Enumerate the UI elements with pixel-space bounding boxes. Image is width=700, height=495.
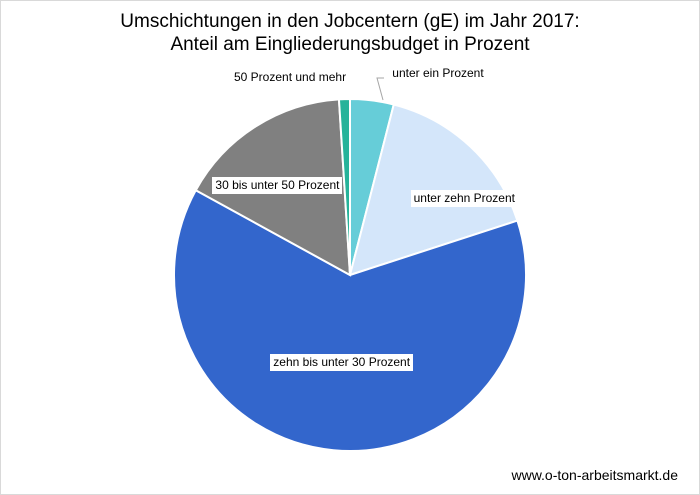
source-note: www.o-ton-arbeitsmarkt.de [511, 467, 678, 483]
pie-slice-5 [337, 97, 351, 276]
chart-title: Umschichtungen in den Jobcentern (gE) im… [120, 11, 580, 32]
chart-title-block: Umschichtungen in den Jobcentern (gE) im… [0, 10, 700, 56]
slice-label-5: 50 Prozent und mehr [234, 69, 347, 84]
slice-label-3: zehn bis unter 30 Prozent [270, 354, 414, 372]
slice-label-2: unter zehn Prozent [410, 189, 518, 207]
slice-label-1: unter ein Prozent [392, 65, 484, 80]
chart-subtitle: Anteil am Eingliederungsbudget in Prozen… [170, 34, 530, 55]
pie-slice-3 [173, 188, 528, 452]
slice-label-4: 30 bis unter 50 Prozent [212, 177, 343, 195]
leader-line-1 [376, 77, 384, 101]
